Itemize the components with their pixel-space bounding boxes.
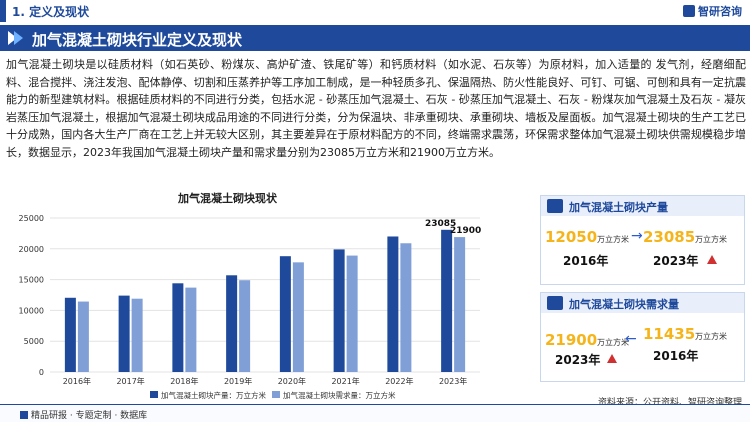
output-from-year: 2016年: [563, 254, 609, 268]
legend-label: 加气混凝土砌块产量：万立方米: [161, 390, 266, 400]
data-label: 23085: [425, 219, 456, 229]
legend-swatch: [272, 391, 280, 398]
x-tick-label: 2019年: [224, 376, 252, 386]
bar: [441, 229, 453, 372]
bar-chart: 0 5000 10000 15000 20000 25000 2016年 2017年 2018年…: [19, 214, 482, 400]
y-tick-label: 15000: [19, 276, 44, 285]
section-title: 1. 定义及现状: [12, 5, 90, 19]
demand-from-year: 2023年: [555, 353, 601, 367]
y-tick-label: 10000: [19, 306, 44, 315]
bar: [77, 301, 89, 372]
demand-to-unit: 万立方米: [695, 332, 727, 341]
card-demand-header: 加气混凝土砌块需求量: [541, 293, 744, 313]
definition-paragraph: 加气混凝土砌块是以硅质材料（如石英砂、粉煤灰、高炉矿渣、铁尾矿等）和钙质材料（如…: [6, 58, 746, 159]
card-output-title: 加气混凝土砌块产量: [569, 201, 668, 214]
bar: [64, 297, 76, 372]
footer: 精品研报 · 专题定制 · 数据库: [0, 404, 750, 422]
bar: [333, 249, 345, 372]
card-output-header: 加气混凝土砌块产量: [541, 196, 744, 216]
demand-to-value: 11435: [643, 325, 696, 343]
legend-swatch: [150, 391, 158, 398]
accent-bar: [0, 0, 6, 22]
x-tick-label: 2018年: [170, 376, 198, 386]
right-arrow-icon: →: [631, 228, 643, 244]
y-tick-label: 0: [39, 368, 44, 377]
card-demand-title: 加气混凝土砌块需求量: [569, 298, 679, 311]
top-bar: 1. 定义及现状 智研咨询: [0, 0, 750, 22]
output-from-value: 12050: [545, 228, 598, 246]
data-label: 21900: [450, 226, 481, 236]
bar: [226, 275, 238, 372]
bar: [118, 295, 130, 372]
brand-name: 智研咨询: [698, 5, 742, 18]
legend-label: 加气混凝土砌块需求量：万立方米: [283, 390, 396, 400]
footer-links: 精品研报 · 专题定制 · 数据库: [20, 408, 147, 421]
bar: [279, 256, 291, 372]
bar: [239, 280, 251, 372]
card-demand: 加气混凝土砌块需求量 21900 万立方米 ← 11435 万立方米 2023年…: [540, 292, 745, 382]
bar-chart-icon: [547, 296, 563, 310]
bar: [292, 262, 304, 372]
bar: [346, 255, 358, 372]
chart-title: 加气混凝土砌块现状: [178, 192, 277, 205]
x-tick-label: 2023年: [439, 376, 467, 386]
brand-logo-icon: [683, 5, 695, 17]
left-arrow-icon: ←: [625, 331, 637, 347]
bar-chart-icon: [547, 199, 563, 213]
brand: 智研咨询: [683, 3, 742, 19]
bar: [131, 298, 143, 372]
title-band: 加气混凝土砌块行业定义及现状: [0, 25, 750, 51]
page-title: 加气混凝土砌块行业定义及现状: [32, 31, 243, 49]
arrow-icon-secondary: [14, 31, 23, 45]
output-from-unit: 万立方米: [597, 235, 629, 244]
bar: [400, 243, 412, 372]
bar: [172, 283, 184, 372]
up-arrow-icon: [607, 354, 617, 363]
card-output: 加气混凝土砌块产量 12050 万立方米 → 23085 万立方米 2016年 …: [540, 195, 745, 285]
x-tick-label: 2022年: [385, 376, 413, 386]
footer-logo-icon: [20, 411, 28, 419]
bar: [387, 236, 399, 372]
demand-from-unit: 万立方米: [597, 338, 629, 347]
demand-from-value: 21900: [545, 331, 598, 349]
up-arrow-icon: [707, 255, 717, 264]
footer-text: 精品研报 · 专题定制 · 数据库: [31, 411, 148, 421]
x-tick-label: 2021年: [331, 376, 359, 386]
output-to-unit: 万立方米: [695, 235, 727, 244]
x-tick-label: 2017年: [116, 376, 144, 386]
x-tick-label: 2016年: [63, 376, 91, 386]
bar: [454, 237, 466, 372]
x-tick-label: 2020年: [278, 376, 306, 386]
output-to-year: 2023年: [653, 254, 699, 268]
arrow-icon: [8, 31, 17, 45]
y-tick-label: 20000: [19, 245, 44, 254]
bar: [185, 287, 197, 372]
y-tick-label: 25000: [19, 214, 44, 223]
source-note: 资料来源：公开资料、智研咨询整理: [597, 398, 742, 408]
y-tick-label: 5000: [24, 337, 44, 346]
demand-to-year: 2016年: [653, 349, 699, 363]
output-to-value: 23085: [643, 228, 696, 246]
